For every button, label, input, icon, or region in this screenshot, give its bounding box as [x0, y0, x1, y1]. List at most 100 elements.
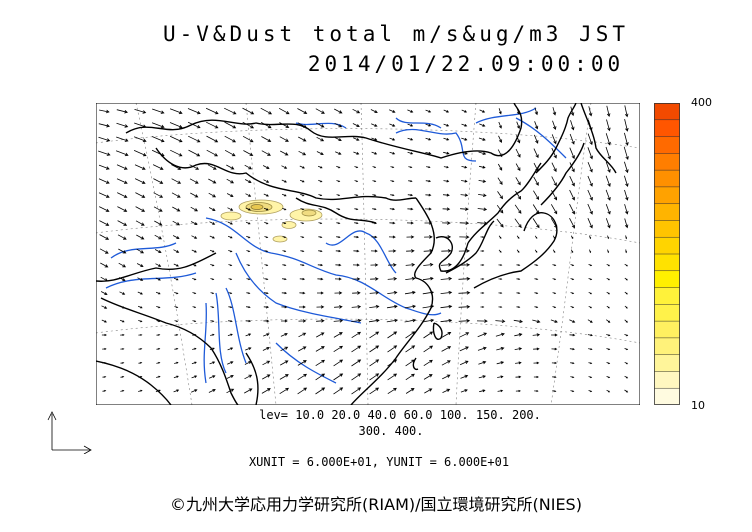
wind-arrow [262, 347, 270, 351]
wind-arrow [98, 136, 111, 142]
wind-arrow [118, 262, 127, 268]
wind-arrow [190, 206, 199, 212]
wind-arrow [354, 208, 359, 211]
wind-arrow [351, 305, 362, 309]
wind-arrow [516, 235, 520, 239]
wind-arrow [479, 165, 486, 169]
wind-arrow [117, 220, 128, 226]
wind-arrow [552, 376, 557, 379]
wind-arrow [440, 290, 453, 295]
wind-arrow [188, 149, 201, 157]
wind-arrow [281, 305, 288, 309]
wind-arrow [551, 162, 557, 173]
wind-arrow [388, 263, 397, 267]
wind-arrow [226, 375, 234, 379]
wind-arrow [100, 262, 109, 268]
wind-arrow [173, 263, 179, 267]
wind-arrow [246, 250, 251, 253]
colorbar-segment [654, 304, 680, 322]
colorbar-segment [654, 170, 680, 188]
wind-arrow [606, 263, 611, 267]
wind-arrow [351, 387, 362, 395]
wind-arrow [156, 306, 161, 309]
wind-arrow [442, 193, 450, 197]
wind-arrow [171, 192, 181, 198]
wind-arrow [587, 133, 593, 146]
contour-levels-line2: 300. 400. [358, 424, 424, 438]
colorbar-segment [654, 119, 680, 138]
wind-arrow [443, 151, 450, 155]
wind-arrow [389, 137, 396, 141]
wind-arrow [279, 374, 289, 380]
wind-arrow [372, 208, 377, 211]
wind-arrow [282, 222, 287, 225]
wind-arrow [513, 319, 524, 324]
wind-arrow [99, 206, 110, 212]
wind-arrow [137, 277, 144, 281]
wind-arrow [282, 207, 287, 211]
wind-arrow [569, 162, 575, 173]
wind-arrow [120, 375, 125, 378]
wind-arrow [227, 361, 234, 365]
wind-arrow [262, 360, 271, 366]
wind-arrow [570, 106, 575, 117]
colorbar [654, 103, 680, 405]
wind-arrow [551, 176, 557, 187]
wind-arrow [154, 249, 162, 253]
wind-arrow [497, 191, 503, 200]
wind-arrow [372, 166, 377, 169]
wind-arrow [478, 193, 487, 197]
wind-arrow [405, 276, 416, 281]
wind-arrow [497, 375, 504, 379]
wind-arrow [369, 291, 380, 295]
wind-arrow [458, 291, 471, 295]
wind-arrow [172, 220, 181, 226]
wind-arrow [206, 135, 219, 143]
wind-arrow [588, 305, 593, 309]
wind-arrow [155, 291, 161, 295]
wind-arrow [120, 389, 125, 392]
wind-arrow [624, 334, 629, 337]
wind-arrow [479, 389, 486, 393]
wind-arrow [192, 347, 197, 350]
wind-arrow [297, 373, 308, 381]
wind-arrow [587, 218, 593, 229]
wind-arrow [335, 263, 342, 267]
wind-arrow [227, 347, 234, 351]
wind-arrow [516, 135, 521, 144]
wind-arrow [443, 165, 449, 169]
wind-arrow [569, 189, 575, 201]
wind-arrow [405, 345, 416, 353]
wind-arrow [333, 332, 343, 338]
wind-arrow [588, 106, 593, 117]
wind-arrow [477, 332, 488, 338]
wind-arrow [210, 320, 215, 323]
wind-arrow [228, 292, 233, 295]
wind-arrow [405, 263, 416, 267]
wind-arrow [315, 346, 325, 352]
wind-arrow [173, 277, 179, 281]
wind-arrow [299, 305, 306, 309]
wind-arrow [480, 292, 485, 294]
dust-wind-map [96, 103, 640, 405]
wind-arrow [192, 306, 197, 309]
wind-arrow [605, 175, 611, 187]
wind-arrow [551, 147, 557, 159]
wind-arrow [353, 151, 360, 155]
wind-arrow [172, 235, 180, 239]
wind-arrow [587, 319, 593, 323]
wind-arrow [570, 264, 575, 267]
wind-arrow [173, 375, 179, 379]
wind-arrow [192, 333, 197, 336]
wind-arrow [133, 150, 147, 157]
wind-arrow [458, 263, 471, 267]
wind-arrow [156, 347, 161, 350]
wind-arrow [155, 389, 161, 393]
wind-arrow [246, 292, 251, 295]
wind-arrow [425, 137, 432, 141]
wind-arrow [424, 388, 433, 394]
wind-arrow [424, 207, 432, 211]
wind-arrow [534, 121, 539, 130]
wind-arrow [352, 277, 361, 281]
wind-arrow [336, 194, 341, 197]
